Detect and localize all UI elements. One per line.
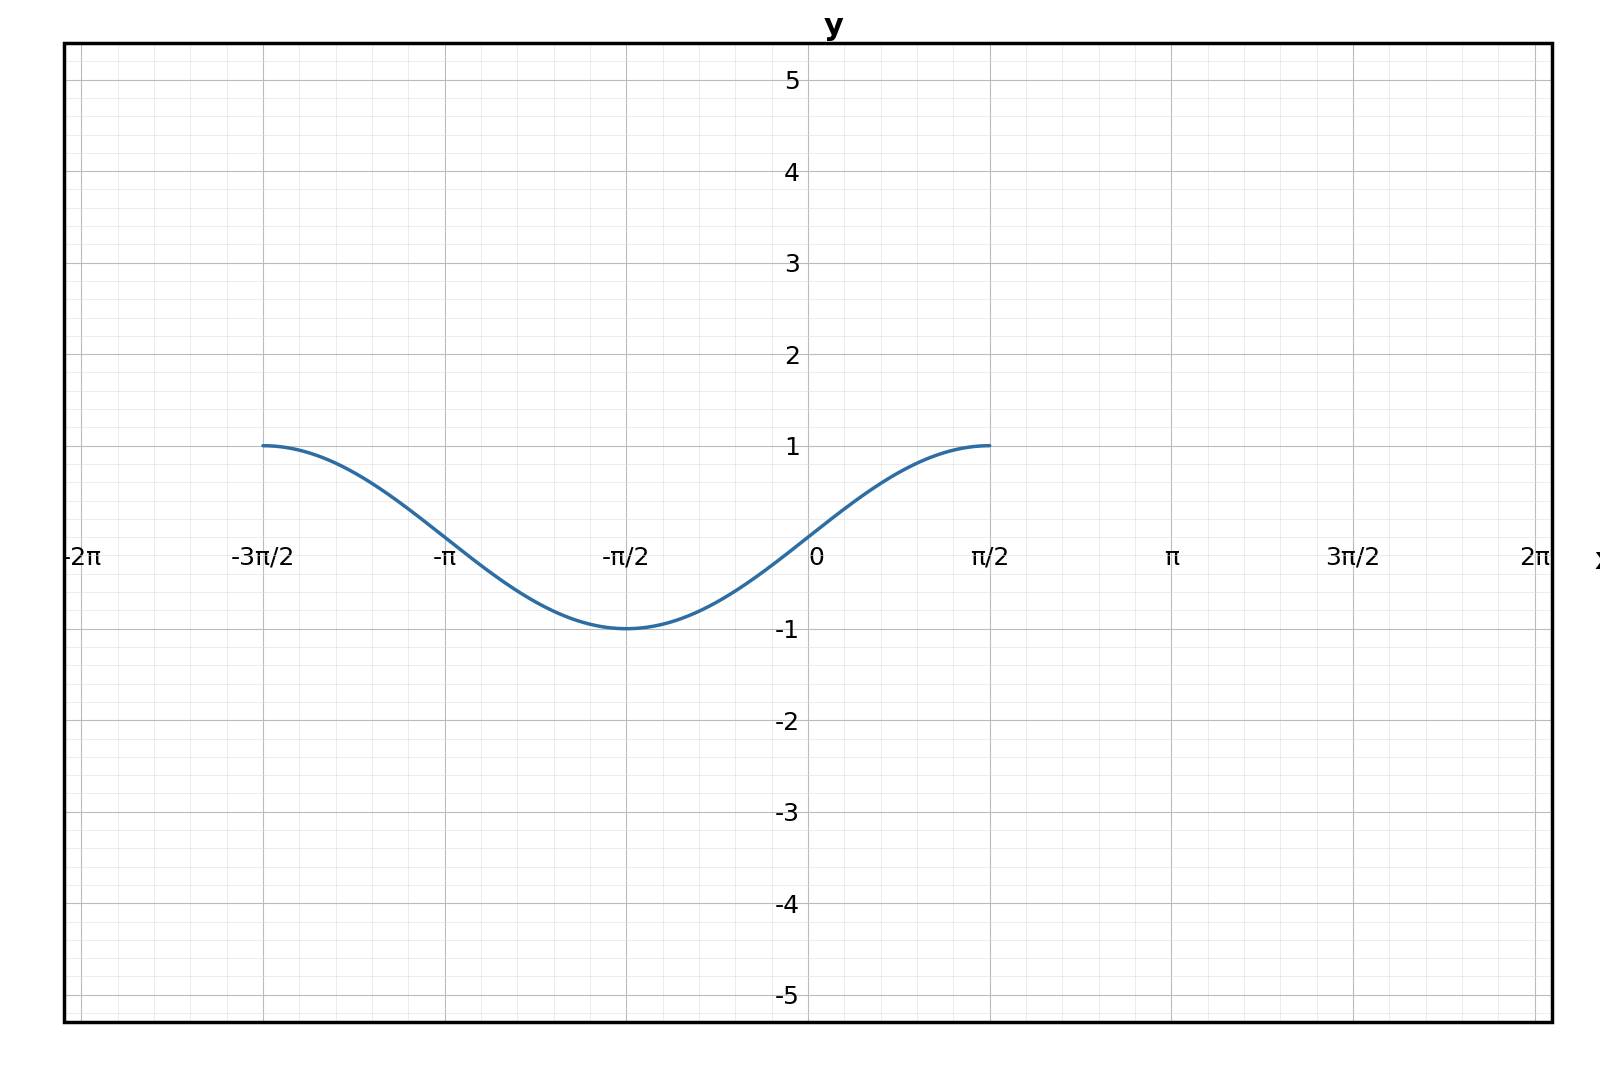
- Text: x: x: [1594, 546, 1600, 575]
- Text: y: y: [824, 12, 843, 41]
